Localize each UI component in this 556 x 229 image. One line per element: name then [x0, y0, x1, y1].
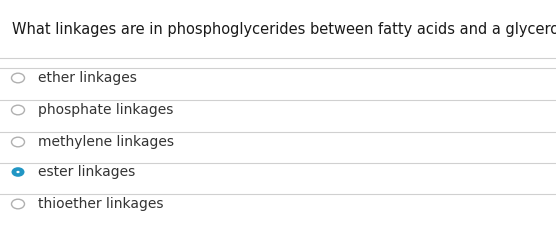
Text: thioether linkages: thioether linkages — [38, 197, 163, 211]
Text: ether linkages: ether linkages — [38, 71, 137, 85]
Ellipse shape — [16, 171, 19, 173]
Ellipse shape — [12, 73, 24, 83]
Text: What linkages are in phosphoglycerides between fatty acids and a glycerol backbo: What linkages are in phosphoglycerides b… — [12, 22, 556, 37]
Ellipse shape — [12, 167, 24, 177]
Text: methylene linkages: methylene linkages — [38, 135, 174, 149]
Ellipse shape — [12, 105, 24, 115]
Text: phosphate linkages: phosphate linkages — [38, 103, 173, 117]
Ellipse shape — [12, 137, 24, 147]
Text: ester linkages: ester linkages — [38, 165, 135, 179]
Ellipse shape — [12, 199, 24, 209]
